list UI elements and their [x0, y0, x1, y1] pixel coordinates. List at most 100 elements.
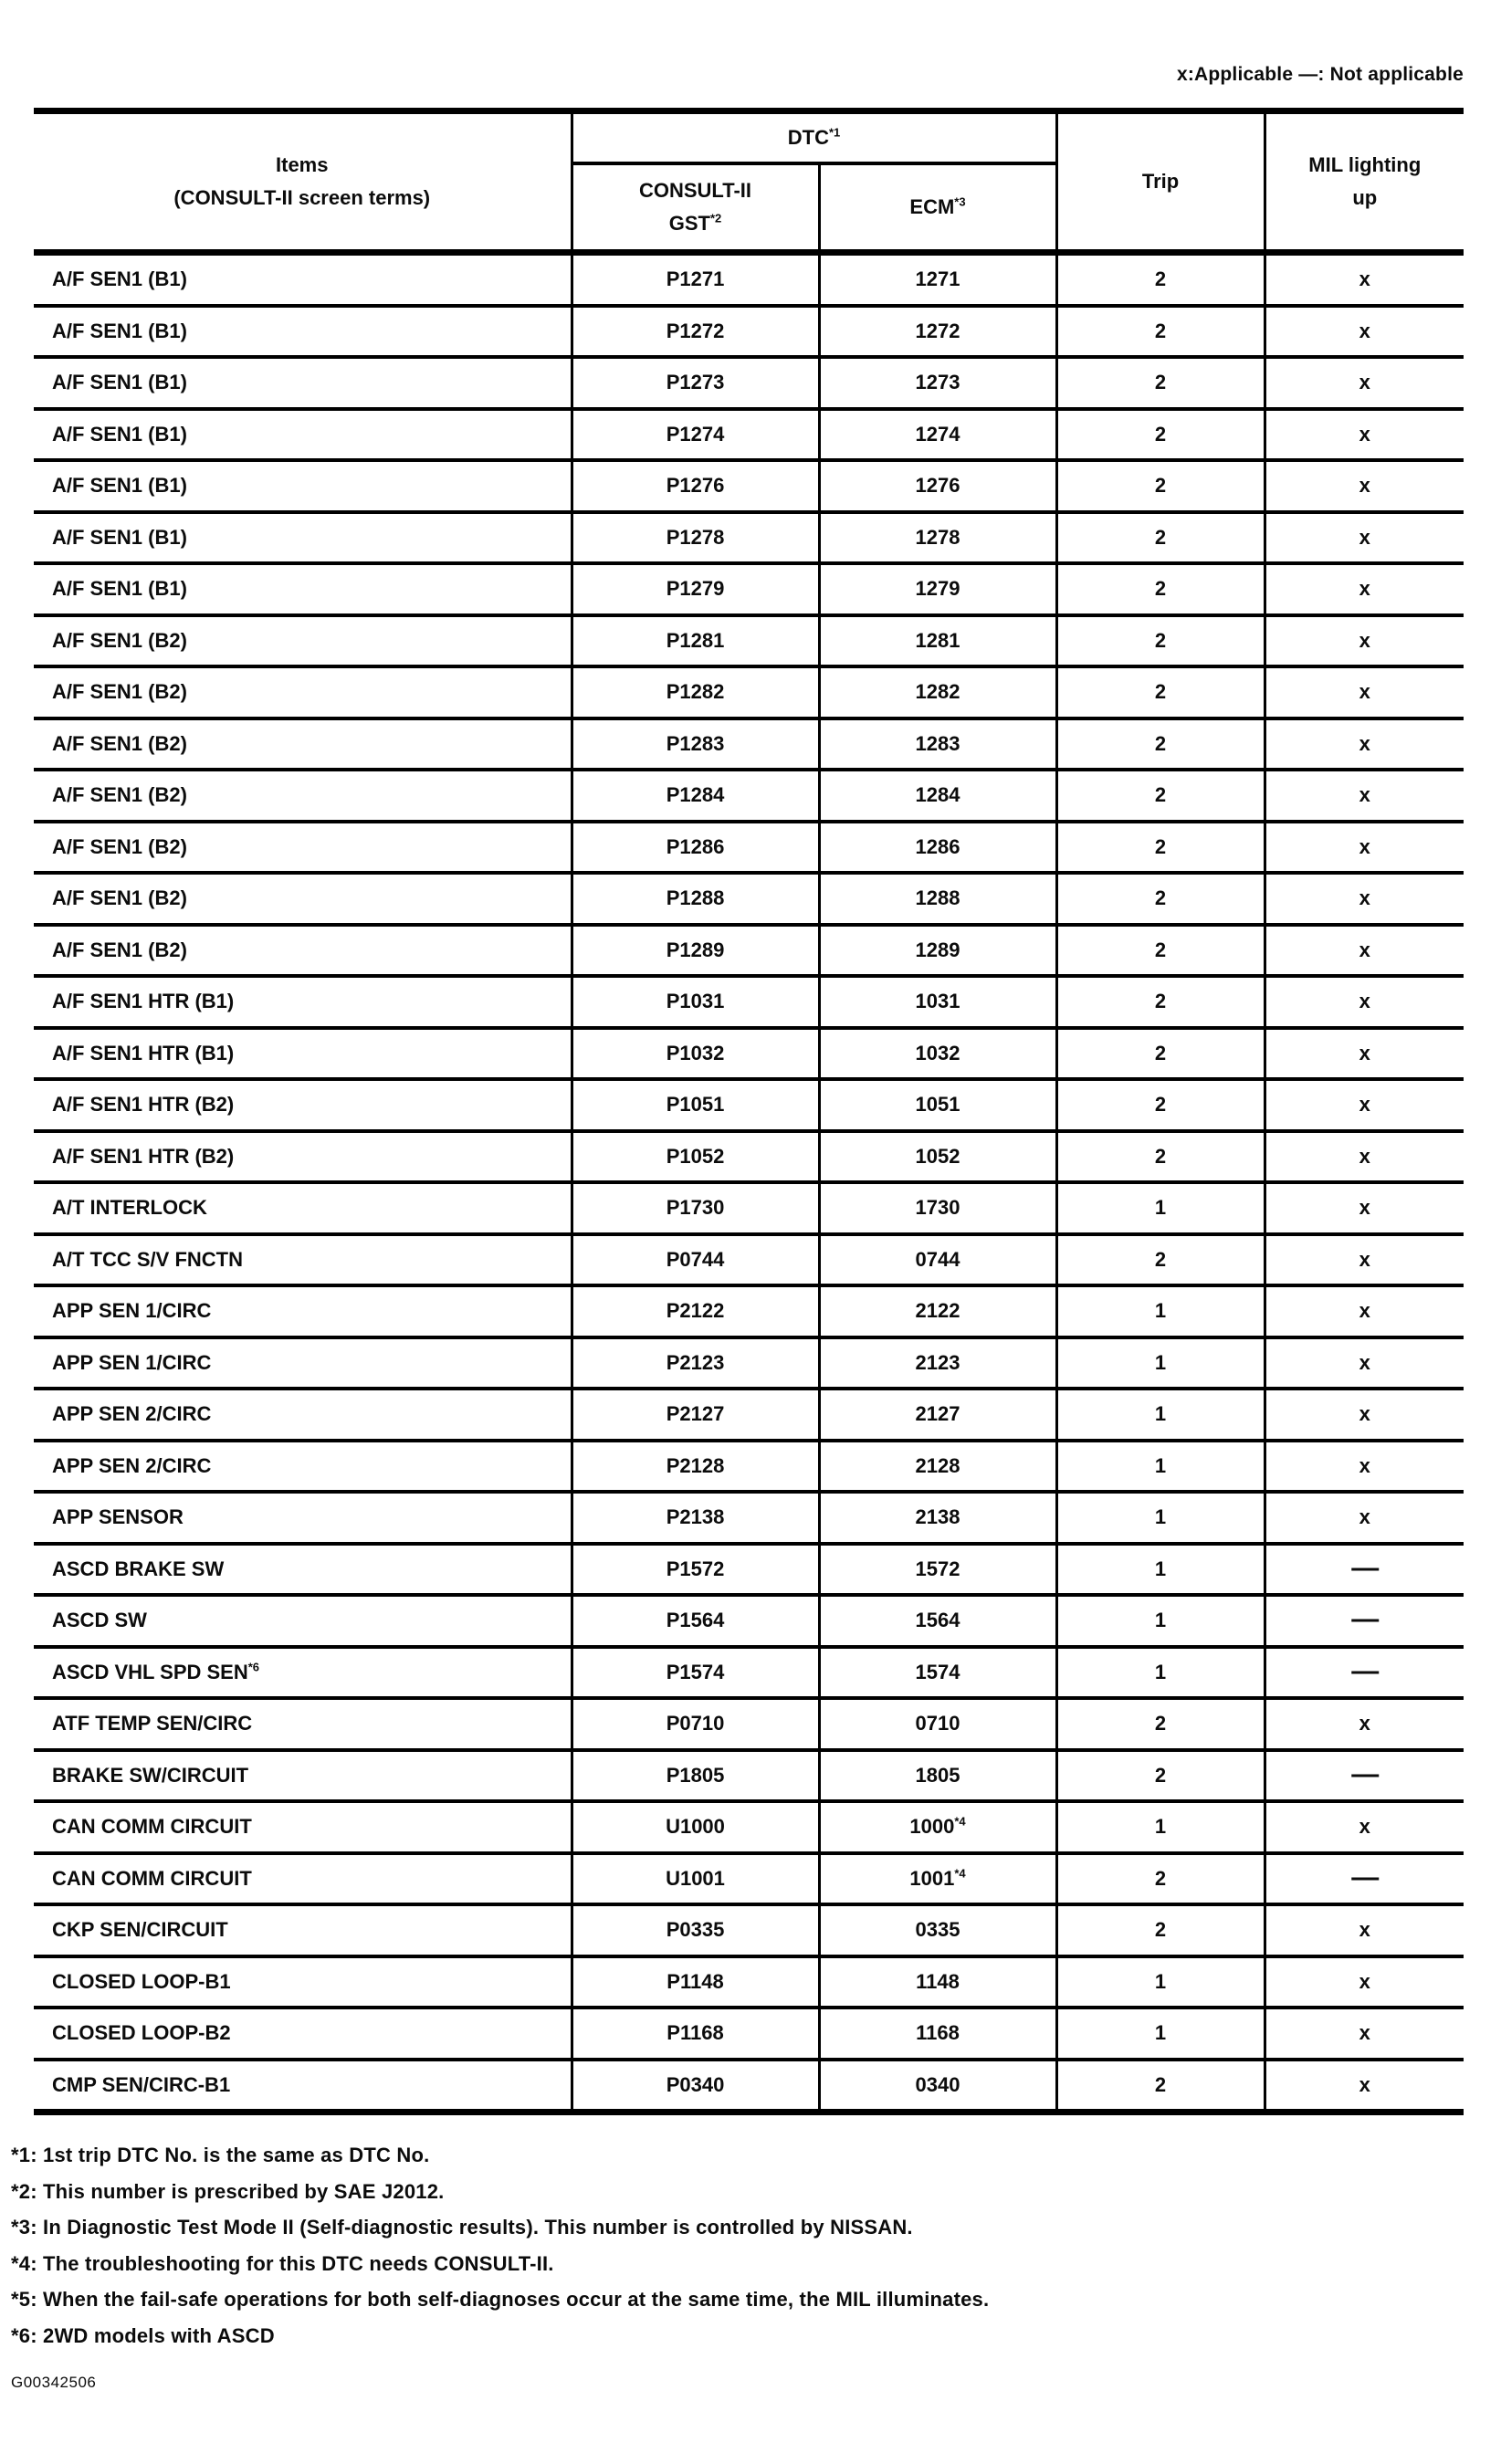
ecm-code: 1288: [915, 886, 960, 910]
mil-mark: x: [1359, 319, 1370, 342]
item-label: APP SEN 2/CIRC: [52, 1453, 212, 1477]
mil-cell: x: [1263, 1284, 1464, 1337]
mil-cell: x: [1263, 1490, 1464, 1544]
ecm-code: 0744: [915, 1247, 960, 1271]
item-cell: APP SENSOR: [34, 1490, 572, 1544]
table-row: BRAKE SW/CIRCUIT P1805 1805 2 —: [34, 1747, 1464, 1801]
ecm-code: 1284: [915, 783, 960, 807]
mil-mark: —: [1351, 1655, 1379, 1686]
ecm-code-cell: 1273: [817, 355, 1057, 409]
trip-count: 2: [1154, 886, 1167, 910]
table-row: CAN COMM CIRCUIT U1001 1001*4 2 —: [34, 1851, 1464, 1904]
consult-gst-code-cell: P1281: [570, 613, 819, 666]
mil-cell: x: [1263, 355, 1464, 409]
table-row: A/F SEN1 (B1) P1279 1279 2 x: [34, 561, 1464, 615]
item-cell: CAN COMM CIRCUIT: [34, 1851, 572, 1904]
table-row: APP SENSOR P2138 2138 1 x: [34, 1490, 1464, 1544]
ecm-code-cell: 1271: [817, 250, 1057, 306]
mil-mark: x: [1359, 1505, 1370, 1529]
mil-mark: x: [1359, 577, 1370, 601]
footnote-4: *4: The troubleshooting for this DTC nee…: [11, 2251, 554, 2275]
consult-gst-code: P1282: [666, 680, 725, 704]
trip-count: 2: [1154, 1093, 1167, 1117]
item-cell: A/F SEN1 (B1): [34, 509, 572, 563]
consult-gst-code: P1286: [666, 834, 725, 858]
mil-cell: x: [1263, 2057, 1464, 2115]
ecm-code: 1730: [915, 1196, 960, 1220]
trip-count: 2: [1154, 1144, 1167, 1168]
consult-gst-code: P2123: [666, 1350, 725, 1374]
mil-mark: x: [1359, 1712, 1370, 1735]
mil-mark: x: [1359, 1453, 1370, 1477]
mil-cell: x: [1263, 561, 1464, 615]
table-row: A/F SEN1 HTR (B1) P1031 1031 2 x: [34, 974, 1464, 1028]
mil-cell: x: [1263, 871, 1464, 925]
table-row: A/F SEN1 (B2) P1284 1284 2 x: [34, 768, 1464, 822]
trip-count: 1: [1154, 1609, 1167, 1632]
consult-gst-code-cell: P1284: [570, 768, 819, 822]
ecm-code: 1051: [915, 1093, 960, 1117]
mil-cell: x: [1263, 1180, 1464, 1234]
trip-count: 1: [1154, 1402, 1167, 1426]
mil-mark: x: [1359, 1196, 1370, 1220]
consult-gst-code: U1001: [666, 1866, 725, 1890]
ecm-code: 1276: [915, 474, 960, 498]
ecm-code: 1000: [909, 1815, 955, 1839]
trip-cell: 2: [1055, 509, 1265, 563]
consult-gst-code: P1032: [666, 1041, 725, 1064]
consult-gst-code-cell: P1289: [570, 922, 819, 976]
consult-gst-code: P1279: [666, 577, 725, 601]
table-row: A/F SEN1 (B2) P1286 1286 2 x: [34, 819, 1464, 873]
table-row: A/F SEN1 (B1) P1272 1272 2 x: [34, 303, 1464, 357]
trip-count: 1: [1154, 1505, 1167, 1529]
ecm-code-cell: 1168: [817, 2006, 1057, 2060]
ecm-code: 1272: [915, 319, 960, 342]
dtc-table-body: A/F SEN1 (B1) P1271 1271 2 x A/F SEN1 (B…: [34, 250, 1464, 2115]
item-label: A/F SEN1 (B1): [52, 577, 187, 601]
item-cell: A/F SEN1 (B2): [34, 819, 572, 873]
mil-cell: x: [1263, 2006, 1464, 2060]
item-label: APP SEN 1/CIRC: [52, 1299, 212, 1323]
trip-cell: 2: [1055, 250, 1265, 306]
consult-gst-code: P1148: [667, 1969, 724, 1993]
trip-count: 2: [1154, 525, 1167, 549]
item-cell: A/F SEN1 (B1): [34, 303, 572, 357]
consult-gst-code: P1273: [666, 371, 725, 394]
mil-mark: x: [1359, 1350, 1370, 1374]
ecm-code: 1289: [915, 938, 960, 961]
mil-mark: x: [1359, 267, 1370, 291]
consult-gst-code-cell: P2128: [570, 1438, 819, 1492]
ecm-code-cell: 1051: [817, 1077, 1057, 1131]
consult-gst-code-cell: P1730: [570, 1180, 819, 1234]
trip-count: 2: [1154, 990, 1167, 1013]
mil-mark: x: [1359, 422, 1370, 446]
ecm-code: 2122: [915, 1299, 960, 1323]
trip-cell: 1: [1055, 1335, 1265, 1389]
ecm-code-cell: 2138: [817, 1490, 1057, 1544]
ecm-code-cell: 1276: [817, 458, 1057, 512]
trip-count: 2: [1154, 628, 1167, 652]
trip-cell: 1: [1055, 1387, 1265, 1441]
mil-mark: —: [1351, 1758, 1379, 1789]
ecm-superscript: *4: [954, 1866, 966, 1881]
figure-code: G00342506: [11, 2374, 97, 2391]
table-row: A/F SEN1 HTR (B2) P1052 1052 2 x: [34, 1128, 1464, 1182]
consult-gst-code: P1031: [666, 990, 725, 1013]
trip-count: 1: [1154, 1350, 1167, 1374]
item-label: A/T INTERLOCK: [52, 1196, 207, 1220]
footnote-1: *1: 1st trip DTC No. is the same as DTC …: [11, 2144, 430, 2166]
header-row-1: Items (CONSULT-II screen terms) DTC*1 Tr…: [34, 108, 1464, 256]
ecm-code-cell: 1286: [817, 819, 1057, 873]
item-cell: CAN COMM CIRCUIT: [34, 1799, 572, 1853]
ecm-code-cell: 1278: [817, 509, 1057, 563]
mil-mark: x: [1359, 886, 1370, 910]
consult-gst-code-cell: P1272: [570, 303, 819, 357]
ecm-code-cell: 1805: [817, 1747, 1057, 1801]
mil-cell: x: [1263, 974, 1464, 1028]
ecm-code-cell: 0744: [817, 1232, 1057, 1285]
trip-count: 2: [1154, 680, 1167, 704]
consult-header-line2: GST*2: [573, 207, 818, 240]
consult-gst-code: P1168: [667, 2021, 724, 2045]
table-row: A/F SEN1 (B2) P1283 1283 2 x: [34, 716, 1464, 770]
trip-cell: 1: [1055, 1180, 1265, 1234]
